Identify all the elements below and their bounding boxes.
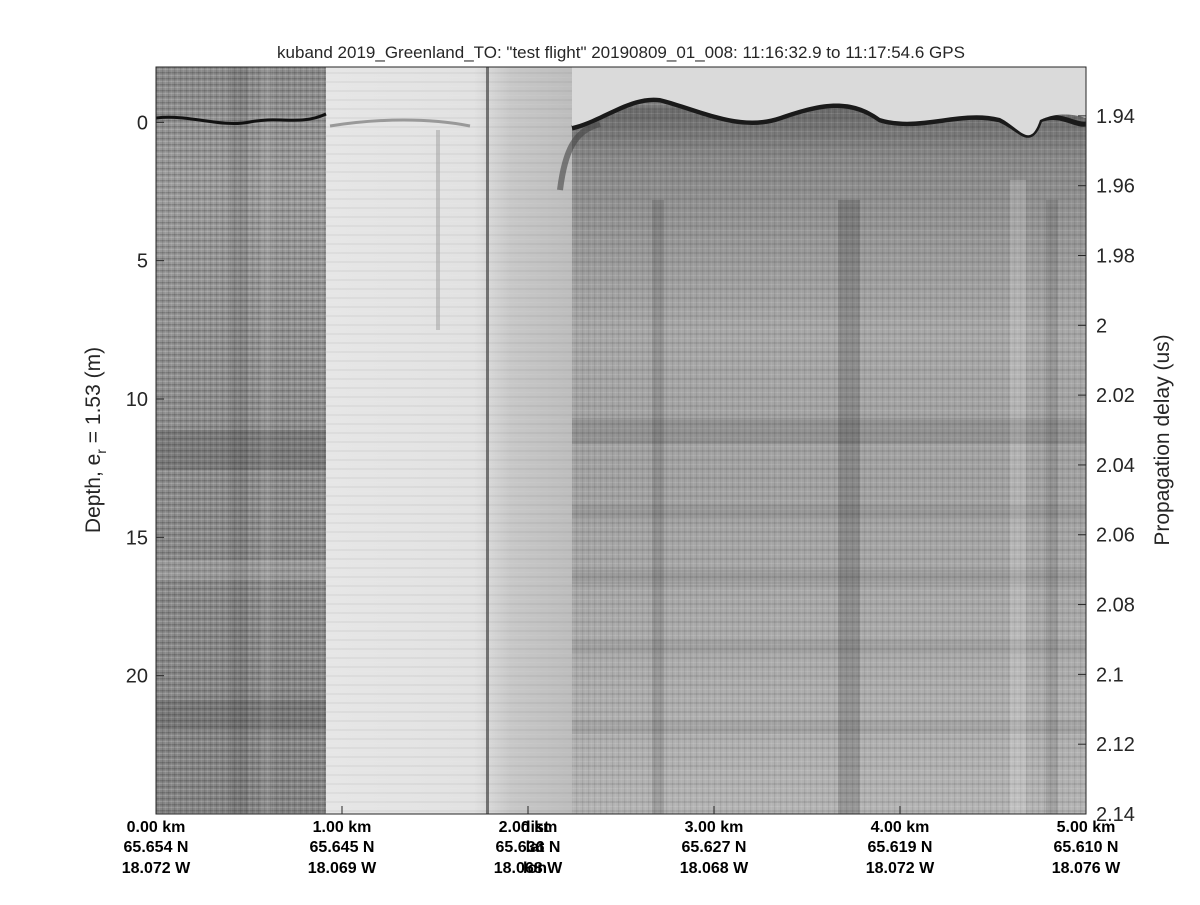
right-tick-label: 2.14 <box>1096 804 1135 826</box>
x-tick-lat-label: 65.645 N <box>310 839 375 856</box>
x-tick-lat-label: 65.627 N <box>682 839 747 856</box>
x-tick-lat-label: 65.636 N <box>496 839 561 856</box>
echogram-image <box>156 67 1086 814</box>
right-tick-label: 2 <box>1096 315 1107 337</box>
right-tick-label: 2.1 <box>1096 664 1124 686</box>
x-tick-dist-label: 4.00 km <box>871 819 930 836</box>
x-tick-lat-label: 65.619 N <box>868 839 933 856</box>
plot-frame <box>155 66 1087 815</box>
row-label-dist: dist <box>521 819 550 836</box>
row-label-lat: lat <box>526 839 545 856</box>
x-tick-dist-label: 0.00 km <box>127 819 186 836</box>
right-tick-label: 1.96 <box>1096 176 1135 198</box>
right-tick-label: 2.04 <box>1096 455 1135 477</box>
x-tick-lon-label: 18.069 W <box>308 860 377 877</box>
x-tick-lat-label: 65.654 N <box>124 839 189 856</box>
left-axis-ticks: 0 5 10 15 20 <box>126 112 164 688</box>
right-tick-label: 1.98 <box>1096 245 1135 267</box>
y-axis-label-left-main: Depth, e <box>82 454 105 533</box>
x-tick-dist-label: 2.00 km <box>499 819 558 836</box>
bottom-axis-labels: 0.00 km 65.654 N 18.072 W 1.00 km 65.645 N 18… <box>122 806 1121 877</box>
chart-title: kuband 2019_Greenland_TO: "test flight" … <box>277 43 965 62</box>
right-axis-ticks: 1.94 1.96 1.98 2 2.02 2.04 2.06 2.08 2.1 2.12 2.14 <box>1078 106 1135 826</box>
right-tick-label: 2.08 <box>1096 595 1135 617</box>
y-axis-label-left-tail: = 1.53 (m) <box>82 347 105 449</box>
y-axis-label-left: Depth, er = 1.53 (m) <box>82 347 109 533</box>
x-tick-dist-label: 3.00 km <box>685 819 744 836</box>
y-axis-label-left-subscript: r <box>93 449 109 454</box>
x-tick-lon-label: 18.076 W <box>1052 860 1121 877</box>
x-tick-lon-label: 18.072 W <box>866 860 935 877</box>
row-label-lon: lon <box>523 860 547 877</box>
x-tick-lon-label: 18.068 W <box>494 860 563 877</box>
right-tick-label: 2.02 <box>1096 385 1135 407</box>
left-tick-label: 10 <box>126 389 148 411</box>
x-tick-lon-label: 18.072 W <box>122 860 191 877</box>
x-tick-dist-label: 5.00 km <box>1057 819 1116 836</box>
right-tick-label: 1.94 <box>1096 106 1135 128</box>
left-tick-label: 0 <box>137 112 148 134</box>
right-tick-label: 2.12 <box>1096 734 1135 756</box>
right-tick-label: 2.06 <box>1096 525 1135 547</box>
x-tick-lat-label: 65.610 N <box>1054 839 1119 856</box>
left-tick-label: 5 <box>137 251 148 273</box>
y-axis-label-right: Propagation delay (us) <box>1151 334 1174 545</box>
left-tick-label: 15 <box>126 527 148 549</box>
x-tick-lon-label: 18.068 W <box>680 860 749 877</box>
left-tick-label: 20 <box>126 666 148 688</box>
x-tick-dist-label: 1.00 km <box>313 819 372 836</box>
